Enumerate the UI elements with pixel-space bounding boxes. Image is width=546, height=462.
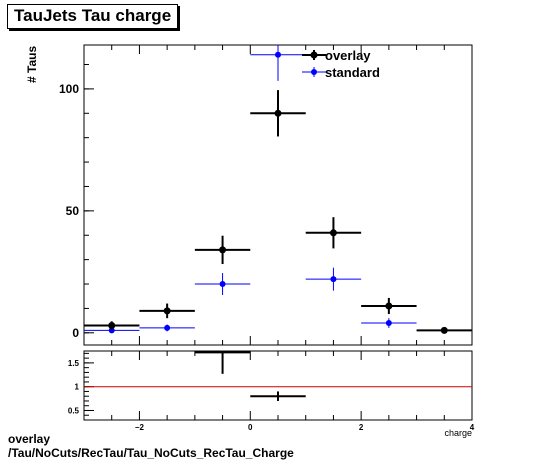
legend-marker-overlay [310,51,318,59]
legend-marker-standard [311,69,317,75]
main-overlay-point [108,321,116,329]
ratio-y-tick-label: 0.5 [68,406,80,415]
legend-label-overlay: overlay [325,48,371,63]
main-plot-frame [83,44,473,346]
chart-title: TauJets Tau charge [7,4,179,29]
main-overlay-point [274,109,282,117]
ratio-x-tick-label: 4 [470,423,475,432]
main-overlay-point [219,246,227,254]
main-y-tick-label: 50 [66,204,80,218]
ratio-y-tick-label: 1.5 [68,359,80,368]
main-standard-point [385,320,392,327]
footer-label: overlay [8,432,51,446]
main-overlay-point [440,326,448,334]
main-overlay-point [329,229,337,237]
legend: overlay standard [302,48,380,80]
ratio-y-tick-label: 1 [75,383,80,392]
main-standard-point [108,327,115,334]
main-standard-point [219,281,226,288]
footer-path: /Tau/NoCuts/RecTau/Tau_NoCuts_RecTau_Cha… [8,446,294,460]
main-y-tick-label: 100 [59,82,79,96]
x-axis-label: charge [444,428,472,438]
main-standard-point [164,324,171,331]
main-standard-point [330,276,337,283]
legend-label-standard: standard [325,65,380,80]
y-axis-label: # Taus [25,46,39,83]
ratio-x-tick-label: 0 [248,423,253,432]
main-overlay-point [385,302,393,310]
main-standard-point [275,51,281,58]
main-y-tick-label: 0 [72,326,79,340]
ratio-x-tick-label: −2 [135,423,145,432]
ratio-plot-frame [83,350,473,421]
main-overlay-point [163,307,171,315]
ratio-x-tick-label: 2 [359,423,364,432]
